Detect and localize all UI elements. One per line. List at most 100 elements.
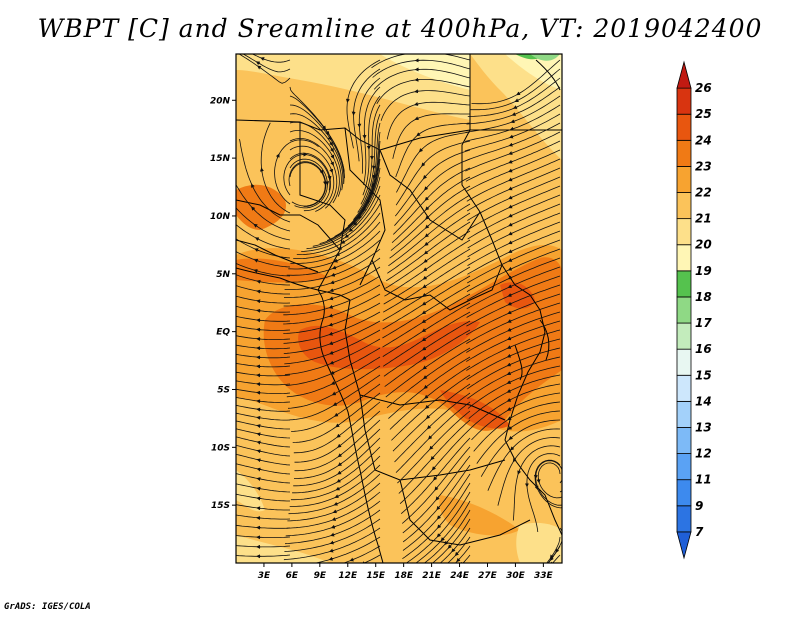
latitude-axis: 20N 15N 10N 5N EQ 5S 10S 15S <box>210 96 236 511</box>
streamline <box>284 338 381 375</box>
streamline-arrow <box>333 258 339 263</box>
streamline-arrow <box>329 168 334 174</box>
streamlines <box>236 54 567 563</box>
colorbar-label: 11 <box>695 473 712 487</box>
lon-tick-label: 27E <box>478 571 498 581</box>
streamline-arrow <box>372 173 377 179</box>
streamline-arrow <box>254 248 260 252</box>
streamline-arrow <box>506 336 512 341</box>
streamline <box>285 500 381 537</box>
streamline-arrow <box>451 548 456 553</box>
streamline-arrow <box>357 214 362 220</box>
streamline-arrow <box>507 416 512 421</box>
streamline-arrow <box>507 310 513 315</box>
colorbar-swatch <box>676 322 692 350</box>
colorbar-label: 17 <box>695 316 712 330</box>
streamline-arrow <box>507 425 513 430</box>
streamline-arrow <box>330 524 336 529</box>
streamline-arrow <box>330 147 334 153</box>
streamline-arrow <box>509 126 515 131</box>
map-frame <box>235 53 563 564</box>
streamline-arrow <box>426 425 432 430</box>
streamline-arrow <box>508 240 513 245</box>
streamline-arrow <box>418 148 424 153</box>
streamline-arrow <box>256 449 262 454</box>
colorbar-label: 12 <box>695 447 712 461</box>
streamline <box>290 221 381 264</box>
streamline-arrow <box>330 370 336 375</box>
streamline <box>454 545 471 563</box>
colorbar-swatch <box>676 505 692 533</box>
streamline-arrow <box>253 223 258 228</box>
colorbar-swatch <box>676 113 692 141</box>
streamline-arrow <box>319 169 324 175</box>
streamline-arrow <box>330 381 336 385</box>
streamline-arrow <box>506 398 512 402</box>
streamline-arrow <box>437 524 442 529</box>
streamline-arrow <box>332 509 338 514</box>
streamline <box>535 460 562 506</box>
streamline-arrow <box>369 191 374 197</box>
streamline-arrow <box>508 177 513 182</box>
streamline-arrow <box>514 98 520 102</box>
streamline-arrow <box>256 467 262 472</box>
streamline-arrow <box>440 537 445 542</box>
streamline-arrow <box>506 380 512 384</box>
streamline-arrow <box>436 533 441 538</box>
streamline-arrow <box>256 289 262 294</box>
streamline <box>251 54 291 63</box>
streamline-arrow <box>330 532 336 537</box>
streamline <box>285 347 381 386</box>
streamline-arrow <box>329 548 335 553</box>
streamline-arrow <box>421 337 427 342</box>
streamline-arrow <box>362 207 367 212</box>
streamline-arrow <box>422 365 428 370</box>
streamline <box>296 203 381 255</box>
streamline-arrow <box>508 435 513 440</box>
streamline-arrow <box>507 293 513 297</box>
lat-tick-label: EQ <box>216 328 230 338</box>
streamline <box>289 130 340 204</box>
streamline-arrow <box>328 296 335 301</box>
streamline-arrow <box>508 213 514 218</box>
streamline-arrow <box>425 215 430 220</box>
streamline-arrow <box>421 319 427 324</box>
colorbar-swatch <box>676 87 692 115</box>
streamline-arrow <box>430 455 435 461</box>
colorbar-label: 18 <box>695 290 712 304</box>
streamline-arrow <box>332 402 338 406</box>
colorbar-label: 7 <box>695 525 704 539</box>
streamline <box>236 404 291 412</box>
streamline <box>287 365 381 409</box>
streamline-arrow <box>256 458 262 463</box>
streamline-arrow <box>251 183 255 189</box>
streamline <box>283 527 381 561</box>
streamline-arrow <box>506 362 512 367</box>
map-figure: 3E 6E 9E 12E 15E 18E 21E 24E 27E 30E 33E 20N 15N 10N… <box>210 53 712 581</box>
streamline <box>467 356 561 400</box>
streamline-arrow <box>565 485 567 488</box>
colorbar-swatch <box>676 374 692 402</box>
streamline <box>464 113 561 152</box>
streamline-arrow <box>536 478 541 484</box>
streamline-arrow <box>428 435 433 440</box>
lon-tick-label: 21E <box>422 571 442 581</box>
streamline-arrow <box>337 453 343 458</box>
streamline <box>236 473 291 484</box>
streamline-arrow <box>334 494 340 498</box>
streamline-arrow <box>251 206 256 211</box>
lon-tick-label: 3E <box>258 571 271 581</box>
streamline-arrow <box>256 486 262 491</box>
streamline-arrow <box>337 443 342 448</box>
streamline-arrow <box>508 159 514 164</box>
streamline <box>467 77 561 117</box>
lon-tick-label: 33E <box>534 571 554 581</box>
streamline <box>363 554 381 563</box>
streamline-arrow <box>507 284 513 289</box>
streamline-arrow <box>424 196 429 201</box>
streamline-arrow <box>431 466 436 471</box>
streamline-arrow <box>425 206 430 211</box>
streamline <box>236 428 291 439</box>
streamline <box>283 320 381 354</box>
colorbar-swatch <box>676 479 692 507</box>
